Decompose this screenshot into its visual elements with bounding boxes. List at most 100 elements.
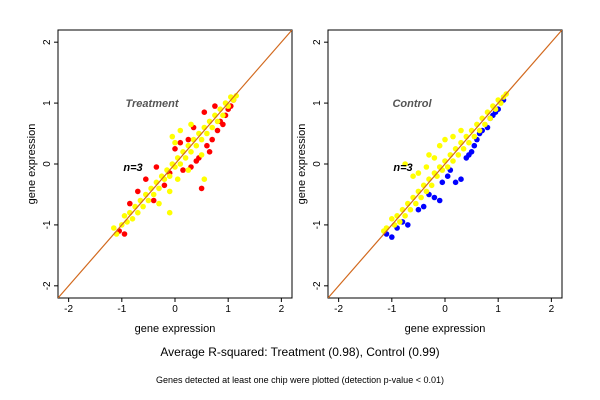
treatment-x-axis-label: gene expression [135,323,216,335]
treatment-data-point [188,121,194,128]
treatment-plot-area: -2 -1 0 1 2 -2 -1 0 1 2 [42,29,293,315]
control-data-point [458,176,464,182]
control-data-point [466,139,472,146]
treatment-data-point [143,176,149,182]
treatment-data-point [145,197,152,204]
treatment-data-point [214,127,221,134]
treatment-y-tick-label: 2 [42,39,53,45]
control-data-point [389,234,395,240]
treatment-data-point [206,149,213,155]
control-data-point [402,161,408,167]
control-data-point [415,206,422,213]
treatment-data-point [174,176,181,182]
treatment-data-point [177,127,184,134]
control-x-tick-label: 2 [549,304,555,315]
control-n-annotation: n=3 [393,162,412,174]
control-y-tick-label: 0 [312,161,323,167]
detection-footnote: Genes detected at least one chip were pl… [156,375,444,385]
treatment-data-point [233,93,239,99]
r-squared-summary: Average R-squared: Treatment (0.98), Con… [160,345,439,359]
treatment-data-point [156,185,162,192]
control-y-axis-label: gene expression [296,124,308,205]
control-data-point [487,115,493,122]
treatment-data-point [204,142,210,149]
control-data-point [431,194,438,201]
treatment-data-point [198,152,205,158]
control-data-point [428,182,435,189]
control-data-point [444,173,451,179]
control-x-tick-label: 1 [495,304,501,315]
control-data-point [439,179,446,186]
treatment-y-tick-label: 0 [42,161,53,167]
treatment-n-annotation: n=3 [123,162,142,174]
treatment-data-point [169,133,176,140]
treatment-y-tick-label: 1 [42,100,53,106]
treatment-data-point [121,213,128,219]
treatment-data-point [121,231,128,237]
treatment-x-tick-label: 0 [172,304,178,315]
control-data-point [436,197,443,204]
control-data-point [413,200,419,207]
control-data-point [397,219,403,225]
treatment-x-tick-label: 1 [225,304,231,315]
treatment-data-point [188,149,194,155]
control-data-point [423,164,430,170]
treatment-data-point [129,216,136,222]
treatment-x-tick-label: -2 [64,304,73,315]
control-y-tick-label: -1 [312,220,323,229]
control-scatter-panel: -2 -1 0 1 2 -2 -1 0 1 2 Control n=3 gene expressi… [296,29,563,335]
treatment-data-point [193,142,200,149]
treatment-data-point [156,200,162,207]
control-data-point [444,164,451,170]
control-data-layer [328,30,562,298]
treatment-data-point [135,209,141,216]
treatment-data-point [127,200,133,207]
treatment-data-point [180,167,186,173]
treatment-data-point [201,109,208,115]
control-data-point [407,206,414,213]
control-data-point [452,179,459,186]
treatment-data-point [220,121,226,128]
control-x-tick-label: -1 [387,304,396,315]
treatment-data-point [153,164,160,170]
control-data-point [389,216,395,222]
control-data-point [423,188,430,195]
treatment-data-point [204,130,210,137]
control-data-point [418,194,424,201]
treatment-data-point [214,118,221,125]
treatment-data-point [177,161,184,167]
control-y-tick-label: 1 [312,100,323,106]
control-x-axis-label: gene expression [405,323,486,335]
treatment-data-point [220,112,226,119]
treatment-data-point [198,136,205,143]
control-data-point [420,203,427,210]
control-data-point [426,152,432,158]
treatment-x-tick-label: -1 [117,304,126,315]
treatment-data-point [135,188,141,195]
control-data-point [415,170,422,176]
treatment-data-point [111,225,117,231]
control-y-tick-label: -2 [312,281,323,290]
control-data-point [476,127,483,134]
control-x-tick-label: 0 [442,304,448,315]
treatment-data-point [161,182,168,189]
control-data-point [482,121,488,128]
treatment-data-point [150,197,157,204]
control-data-point [405,222,411,228]
treatment-data-point [185,136,192,143]
control-y-tick-label: 2 [312,39,323,45]
treatment-data-point [185,167,192,173]
treatment-data-point [166,173,173,179]
treatment-data-point [209,136,215,143]
control-data-point [471,142,478,149]
treatment-data-point [201,176,208,182]
control-identity-line [328,30,562,298]
treatment-data-point [177,139,184,146]
treatment-data-point [166,209,173,216]
treatment-data-point [172,146,178,152]
control-title: Control [392,98,432,110]
control-data-point [458,127,464,134]
control-x-tick-label: -2 [334,304,343,315]
treatment-data-point [209,124,215,131]
